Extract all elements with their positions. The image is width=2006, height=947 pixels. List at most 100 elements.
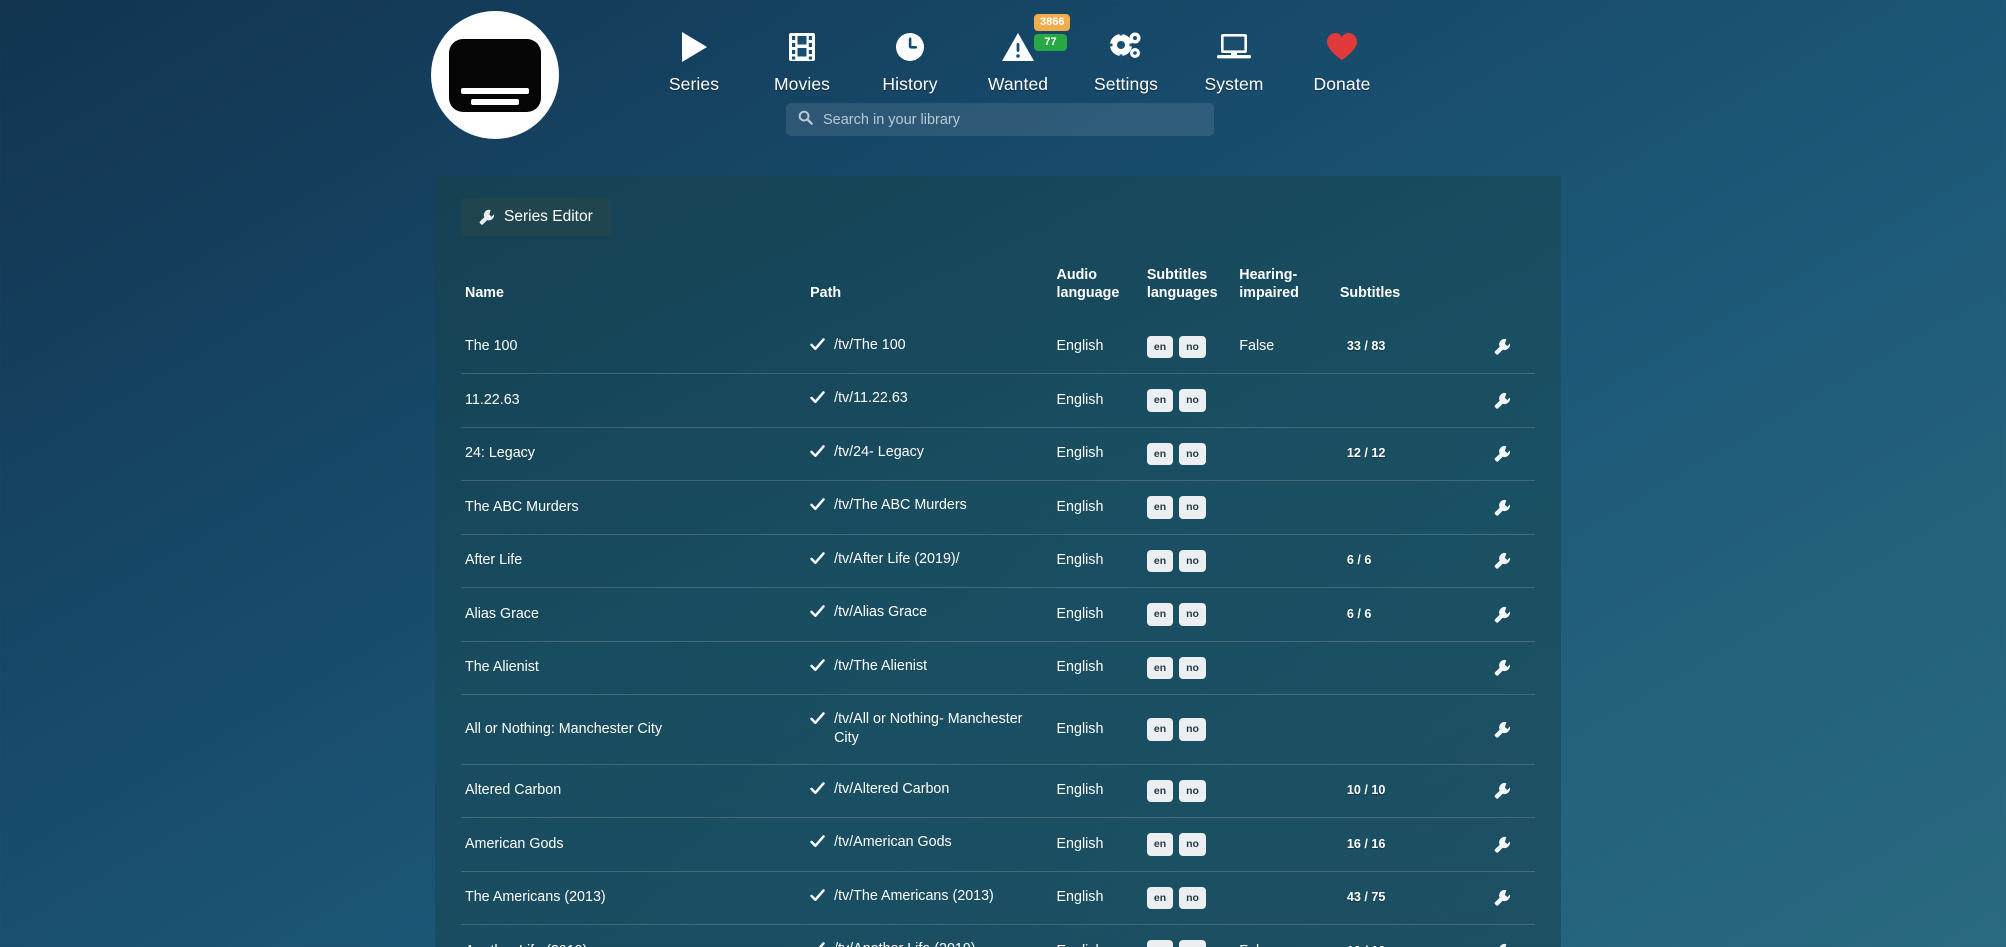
cell-name[interactable]: Alias Grace <box>465 605 539 622</box>
row-edit-wrench-icon[interactable] <box>1494 721 1511 738</box>
language-badge-en[interactable]: en <box>1146 389 1174 412</box>
language-badge-no[interactable]: no <box>1179 779 1206 803</box>
cell-name[interactable]: The Alienist <box>465 659 539 676</box>
language-badge-en[interactable]: en <box>1146 335 1174 359</box>
language-badge-en[interactable]: en <box>1146 833 1174 856</box>
language-badge-en[interactable]: en <box>1146 496 1174 519</box>
row-edit-wrench-icon[interactable] <box>1494 392 1511 409</box>
language-badge-no[interactable]: no <box>1179 603 1206 626</box>
col-header-subtitles[interactable]: Subtitles <box>1339 285 1401 302</box>
cell-audio-language: English <box>1056 782 1104 799</box>
search-input[interactable] <box>823 111 1202 128</box>
table-row[interactable]: 11.22.63 /tv/11.22.63 English en no <box>461 373 1535 428</box>
row-edit-wrench-icon[interactable] <box>1494 836 1511 853</box>
table-row[interactable]: Another Life (2019) /tv/Another Life (20… <box>461 924 1535 947</box>
table-row[interactable]: The ABC Murders /tv/The ABC Murders Engl… <box>461 480 1535 535</box>
language-badge-no[interactable]: no <box>1179 940 1206 947</box>
language-badge-no[interactable]: no <box>1179 442 1206 466</box>
check-icon <box>810 711 825 732</box>
col-header-subtitles-languages[interactable]: Subtitles languages <box>1147 266 1239 321</box>
row-edit-wrench-icon[interactable] <box>1494 943 1511 947</box>
row-edit-wrench-icon[interactable] <box>1494 552 1511 570</box>
nav-item-system[interactable]: System <box>1180 18 1288 95</box>
nav-item-movies[interactable]: Movies <box>748 18 856 95</box>
row-edit-wrench-icon[interactable] <box>1494 889 1511 907</box>
language-badge-en[interactable]: en <box>1146 442 1174 466</box>
cell-audio-language: English <box>1056 338 1104 355</box>
path-text: /tv/The Alienist <box>834 657 928 674</box>
nav-item-donate[interactable]: Donate <box>1288 18 1396 95</box>
col-header-hearing-impaired[interactable]: Hearing- impaired <box>1239 266 1340 321</box>
table-row[interactable]: The Alienist /tv/The Alienist English en… <box>461 641 1535 695</box>
check-icon <box>810 390 825 411</box>
nav-item-settings[interactable]: Settings <box>1072 18 1180 95</box>
language-badge-no[interactable]: no <box>1179 389 1206 412</box>
language-badge-en[interactable]: en <box>1146 549 1174 573</box>
cell-subtitles-progress <box>1340 641 1494 695</box>
language-badge-en[interactable]: en <box>1146 886 1174 910</box>
language-badge-en[interactable]: en <box>1146 656 1174 680</box>
table-row[interactable]: All or Nothing: Manchester City /tv/All … <box>461 694 1535 765</box>
cell-name[interactable]: All or Nothing: Manchester City <box>465 720 663 737</box>
row-edit-wrench-icon[interactable] <box>1494 338 1511 356</box>
table-row[interactable]: American Gods /tv/American Gods English … <box>461 817 1535 872</box>
search-bar[interactable] <box>786 103 1214 136</box>
table-row[interactable]: The Americans (2013) /tv/The Americans (… <box>461 871 1535 925</box>
language-badge-no[interactable]: no <box>1179 549 1206 573</box>
row-edit-wrench-icon[interactable] <box>1494 782 1511 800</box>
row-edit-wrench-icon[interactable] <box>1494 606 1511 623</box>
col-header-subl-line2: languages <box>1146 285 1218 302</box>
nav-item-wanted[interactable]: 3866 77 Wanted <box>964 14 1072 95</box>
nav-label-donate: Donate <box>1313 74 1371 94</box>
row-edit-wrench-icon[interactable] <box>1494 499 1511 516</box>
cell-path: /tv/The Alienist <box>810 641 1056 695</box>
series-editor-button[interactable]: Series Editor <box>461 198 611 236</box>
nav-item-series[interactable]: Series <box>640 18 748 95</box>
cell-name[interactable]: The ABC Murders <box>465 498 579 515</box>
search-icon <box>798 110 813 130</box>
language-badge-en[interactable]: en <box>1146 940 1174 947</box>
language-badge-no[interactable]: no <box>1179 886 1206 910</box>
cell-name[interactable]: The Americans (2013) <box>465 889 606 906</box>
language-badge-no[interactable]: no <box>1179 496 1206 519</box>
language-badge-no[interactable]: no <box>1179 656 1206 680</box>
cell-name[interactable]: American Gods <box>465 835 564 852</box>
language-badge-en[interactable]: en <box>1146 603 1174 626</box>
col-header-name[interactable]: Name <box>465 285 504 302</box>
language-badge-no[interactable]: no <box>1179 335 1206 359</box>
language-badge-en[interactable]: en <box>1146 718 1174 741</box>
language-badge-no[interactable]: no <box>1179 833 1206 856</box>
cell-audio-language: English <box>1056 498 1104 515</box>
table-row[interactable]: Altered Carbon /tv/Altered Carbon Englis… <box>461 764 1535 818</box>
wanted-badges: 3866 77 <box>1034 14 1071 51</box>
film-icon <box>787 24 817 70</box>
table-row[interactable]: Alias Grace /tv/Alias Grace English en no… <box>461 587 1535 642</box>
cell-name[interactable]: The 100 <box>465 338 518 355</box>
cell-name[interactable]: 11.22.63 <box>465 391 520 408</box>
language-badge-no[interactable]: no <box>1179 718 1206 741</box>
cell-subtitles-progress <box>1340 481 1494 535</box>
cell-name[interactable]: Another Life (2019) <box>461 925 810 947</box>
cell-hearing-impaired <box>1239 641 1340 695</box>
col-header-path[interactable]: Path <box>810 285 842 302</box>
check-icon <box>810 444 825 465</box>
cell-audio-language: English <box>1056 835 1104 852</box>
row-edit-wrench-icon[interactable] <box>1494 659 1511 677</box>
cell-name[interactable]: After Life <box>465 552 523 569</box>
col-header-audio-language[interactable]: Audio language <box>1057 266 1147 321</box>
app-logo[interactable] <box>431 11 559 139</box>
nav-item-history[interactable]: History <box>856 18 964 95</box>
cell-name[interactable]: 24: Legacy <box>465 445 535 462</box>
gears-icon <box>1108 24 1144 70</box>
language-badge-en[interactable]: en <box>1146 779 1174 803</box>
cell-subtitles-progress: 10 / 10 <box>1340 764 1494 818</box>
table-row[interactable]: After Life /tv/After Life (2019)/ Englis… <box>461 534 1535 588</box>
nav-label-settings: Settings <box>1093 74 1159 94</box>
row-edit-wrench-icon[interactable] <box>1494 445 1511 463</box>
cell-name[interactable]: Altered Carbon <box>465 782 562 799</box>
